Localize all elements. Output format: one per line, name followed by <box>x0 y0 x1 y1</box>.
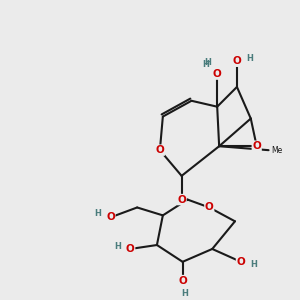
Text: O: O <box>236 257 245 267</box>
Text: H: H <box>250 260 257 269</box>
Text: O: O <box>155 145 164 155</box>
Text: H: H <box>181 290 188 298</box>
Text: H: H <box>246 54 253 63</box>
Text: O: O <box>252 141 261 151</box>
Text: Me: Me <box>272 146 283 155</box>
Text: O: O <box>213 69 222 79</box>
Text: O: O <box>106 212 115 222</box>
Text: H: H <box>204 58 211 67</box>
Text: H: H <box>202 60 209 69</box>
Text: O: O <box>205 202 214 212</box>
Text: O: O <box>232 56 241 66</box>
Text: H: H <box>115 242 121 250</box>
Text: O: O <box>178 276 187 286</box>
Text: H: H <box>95 209 102 218</box>
Text: O: O <box>126 244 135 254</box>
Text: O: O <box>177 195 186 205</box>
